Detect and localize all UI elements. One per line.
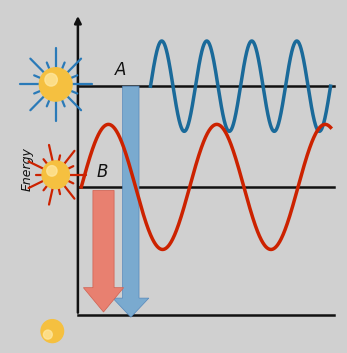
Text: Energy: Energy — [20, 148, 33, 191]
Circle shape — [45, 73, 57, 86]
Circle shape — [47, 166, 57, 176]
FancyArrow shape — [113, 86, 149, 317]
FancyArrow shape — [83, 190, 124, 312]
Circle shape — [39, 68, 72, 101]
Text: A: A — [115, 60, 126, 78]
Text: B: B — [96, 163, 108, 181]
Circle shape — [42, 161, 69, 189]
Circle shape — [43, 330, 52, 339]
Circle shape — [41, 320, 64, 342]
